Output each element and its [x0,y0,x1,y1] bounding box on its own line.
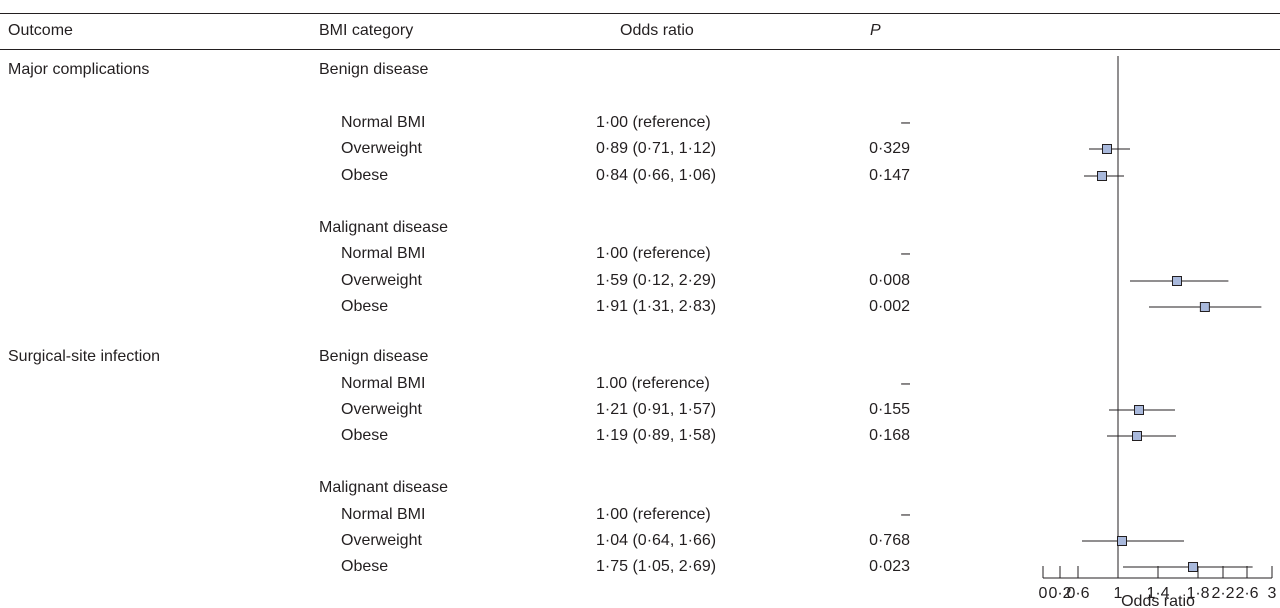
category-label: Overweight [341,532,422,549]
odds-ratio-value: 1·21 (0·91, 1·57) [596,401,717,418]
odds-ratio-value: 1.00 (reference) [596,375,710,392]
header-p: P [870,22,881,39]
category-label: Obese [341,298,389,315]
top-rule [0,13,1280,14]
p-value: – [901,245,910,262]
category-label: Normal BMI [341,245,426,262]
p-value: 0·155 [869,401,910,418]
category-label: Normal BMI [341,506,426,523]
p-value: 0·008 [869,272,910,289]
or-marker [1102,144,1112,154]
odds-ratio-value: 1·04 (0·64, 1·66) [596,532,717,549]
header-outcome: Outcome [8,22,73,39]
category-label: Overweight [341,401,422,418]
outcome-label: Surgical-site infection [8,348,161,365]
odds-ratio-value: 1·91 (1·31, 2·83) [596,298,717,315]
or-marker [1097,171,1107,181]
x-tick-label: 2·2 [1211,585,1234,602]
category-label: Obese [341,167,389,184]
or-marker [1199,302,1210,312]
p-value: – [901,375,910,392]
p-value: 0·168 [869,427,910,444]
or-marker [1188,562,1198,572]
or-marker [1117,536,1127,546]
or-marker [1134,405,1144,415]
x-tick-label: 3 [1268,585,1277,602]
x-tick-label: 0 [1039,585,1048,602]
category-label: Obese [341,558,389,575]
p-value: 0·768 [869,532,910,549]
category-label: Normal BMI [341,375,426,392]
p-value: 0·002 [869,298,910,315]
category-label: Overweight [341,140,422,157]
p-value: – [901,506,910,523]
x-tick-label: 1·8 [1186,585,1209,602]
x-tick-label: 2·6 [1235,585,1258,602]
odds-ratio-value: 1·19 (0·89, 1·58) [596,427,717,444]
group-label: Malignant disease [319,219,448,236]
category-label: Overweight [341,272,422,289]
p-value: – [901,114,910,131]
group-label: Benign disease [319,61,429,78]
x-tick-label: 0·2 [1048,585,1071,602]
odds-ratio-value: 0·89 (0·71, 1·12) [596,140,717,157]
odds-ratio-value: 1·75 (1·05, 2·69) [596,558,717,575]
odds-ratio-value: 0·84 (0·66, 1·06) [596,167,717,184]
or-marker [1172,276,1182,286]
category-label: Normal BMI [341,114,426,131]
outcome-label: Major complications [8,61,150,78]
x-axis-label: Odds ratio [1121,593,1195,608]
p-value: 0·147 [869,167,910,184]
p-value: 0·023 [869,558,910,575]
x-tick-label: 1 [1114,585,1123,602]
group-label: Malignant disease [319,479,448,496]
header-bmi-category: BMI category [319,22,414,39]
odds-ratio-value: 1·00 (reference) [596,245,711,262]
p-value: 0·329 [869,140,910,157]
x-tick-label: 0·6 [1066,585,1089,602]
group-label: Benign disease [319,348,429,365]
odds-ratio-value: 1·00 (reference) [596,506,711,523]
header-rule [0,49,1280,50]
x-tick-label: 1·4 [1146,585,1169,602]
odds-ratio-value: 1·00 (reference) [596,114,711,131]
header-odds-ratio: Odds ratio [620,22,694,39]
odds-ratio-value: 1·59 (0·12, 2·29) [596,272,717,289]
or-marker [1132,431,1142,441]
category-label: Obese [341,427,389,444]
